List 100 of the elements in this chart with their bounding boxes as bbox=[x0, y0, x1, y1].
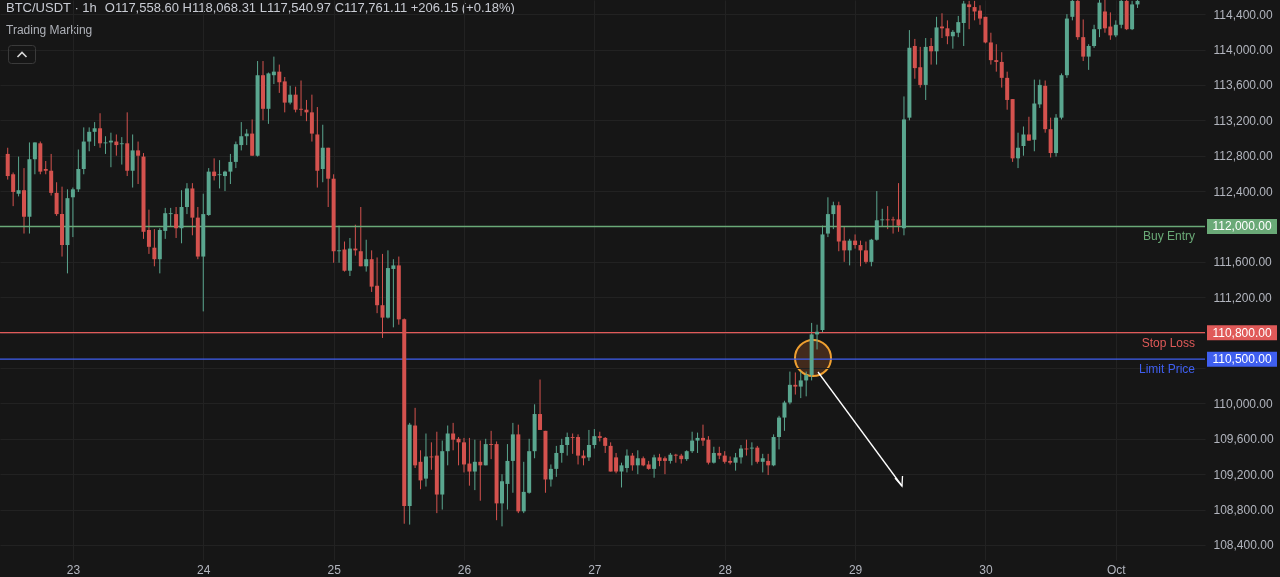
candlestick bbox=[467, 437, 472, 487]
candlestick bbox=[934, 16, 939, 66]
candlestick bbox=[695, 432, 700, 454]
text: 112,000.00 bbox=[1212, 219, 1272, 234]
candlestick bbox=[250, 118, 255, 157]
x-tick-label: 27 bbox=[588, 562, 602, 577]
candlestick bbox=[1086, 43, 1091, 71]
y-tick-label: 114,000.00 bbox=[1213, 43, 1273, 58]
candlestick bbox=[1021, 126, 1026, 157]
candlestick bbox=[472, 439, 477, 491]
candlestick bbox=[858, 240, 863, 267]
candlestick bbox=[999, 51, 1004, 89]
candlestick bbox=[538, 379, 543, 431]
candlestick bbox=[16, 156, 21, 197]
x-tick-label: 24 bbox=[197, 562, 211, 577]
ref-line-label: Stop Loss bbox=[1141, 335, 1195, 350]
candlestick bbox=[309, 94, 314, 143]
candlestick bbox=[565, 432, 570, 457]
candlestick bbox=[961, 0, 966, 47]
candlestick bbox=[1070, 0, 1075, 21]
y-tick-label: 109,600.00 bbox=[1213, 432, 1274, 447]
candlestick bbox=[929, 37, 934, 66]
candlestick bbox=[429, 441, 434, 471]
chart-title: BTC/USDT · 1h bbox=[6, 0, 97, 15]
candlestick bbox=[869, 238, 874, 267]
y-tick-label: 108,800.00 bbox=[1213, 503, 1274, 518]
candlestick bbox=[804, 371, 809, 397]
candlestick bbox=[347, 237, 352, 277]
candlestick bbox=[1081, 18, 1086, 62]
x-tick-label: 25 bbox=[327, 562, 342, 577]
chart-subtitle: O117,558.60 H118,068.31 L117,540.97 C117,761.11 +206.15 (+0.18%) bbox=[104, 0, 515, 15]
candlestick bbox=[831, 201, 836, 230]
candlestick bbox=[896, 182, 901, 233]
candlestick bbox=[777, 415, 782, 450]
candlestick bbox=[967, 0, 972, 30]
candlestick bbox=[1016, 132, 1021, 169]
y-tick-label: 113,200.00 bbox=[1213, 113, 1273, 128]
candlestick bbox=[489, 430, 494, 460]
candlestick bbox=[586, 429, 591, 462]
x-tick-label: 28 bbox=[718, 562, 733, 577]
candlestick bbox=[782, 400, 787, 432]
candlestick bbox=[994, 43, 999, 73]
candlestick bbox=[749, 441, 754, 466]
candlestick bbox=[1026, 116, 1031, 142]
candlestick bbox=[548, 463, 553, 488]
candlestick bbox=[119, 136, 124, 166]
x-tick-label: 30 bbox=[979, 562, 993, 577]
candlestick bbox=[130, 133, 135, 189]
candlestick bbox=[1005, 71, 1010, 111]
candlestick bbox=[652, 454, 657, 479]
text: 110,800.00 bbox=[1212, 325, 1272, 340]
candlestick bbox=[1037, 79, 1042, 109]
x-tick-label: 29 bbox=[848, 562, 863, 577]
candlestick bbox=[863, 241, 868, 265]
y-tick-label: 111,200.00 bbox=[1213, 290, 1273, 305]
candlestick bbox=[874, 190, 879, 242]
candlestick bbox=[70, 187, 75, 238]
candlestick bbox=[103, 135, 108, 155]
candlestick bbox=[662, 455, 667, 475]
candlestick bbox=[690, 431, 695, 454]
candlestick bbox=[228, 153, 233, 185]
candlestick bbox=[282, 76, 287, 113]
candlestick bbox=[136, 141, 141, 185]
candlestick bbox=[168, 207, 173, 227]
candlestick bbox=[87, 126, 92, 152]
candlestick bbox=[76, 149, 81, 193]
candlestick bbox=[635, 449, 640, 475]
candlestick bbox=[364, 239, 369, 273]
candlestick bbox=[184, 182, 189, 215]
candlestick bbox=[54, 181, 59, 217]
ref-line-label: Buy Entry bbox=[1142, 229, 1195, 244]
candlestick bbox=[358, 206, 363, 267]
candlestick bbox=[739, 444, 744, 465]
ref-line-label: Limit Price bbox=[1138, 362, 1196, 377]
y-tick-label: 109,200.00 bbox=[1213, 467, 1274, 482]
candlestick bbox=[288, 85, 293, 105]
candlestick bbox=[461, 437, 466, 473]
candlestick bbox=[179, 189, 184, 244]
candlestick bbox=[445, 425, 450, 466]
candlestick bbox=[554, 445, 559, 478]
x-tick-label: 26 bbox=[457, 562, 472, 577]
candlestick bbox=[320, 124, 325, 183]
annotation: Trading Marking bbox=[6, 23, 93, 37]
y-tick-label: 113,600.00 bbox=[1213, 78, 1273, 93]
y-tick-label: 110,000.00 bbox=[1213, 396, 1273, 411]
candlestick bbox=[1092, 24, 1097, 49]
y-tick-label: 108,400.00 bbox=[1213, 538, 1274, 553]
y-tick-label: 112,400.00 bbox=[1213, 184, 1273, 199]
candlestick bbox=[798, 371, 803, 399]
candlestick bbox=[793, 371, 798, 396]
candlestick bbox=[624, 448, 629, 473]
candlestick bbox=[92, 121, 97, 147]
candlestick bbox=[423, 432, 428, 488]
candlestick bbox=[174, 206, 179, 239]
candlestick bbox=[152, 228, 157, 267]
candlestick bbox=[1119, 0, 1124, 29]
y-tick-label: 111,600.00 bbox=[1213, 255, 1273, 270]
candlestick bbox=[337, 225, 342, 264]
candlestick bbox=[342, 241, 347, 273]
candlestick bbox=[277, 64, 282, 94]
